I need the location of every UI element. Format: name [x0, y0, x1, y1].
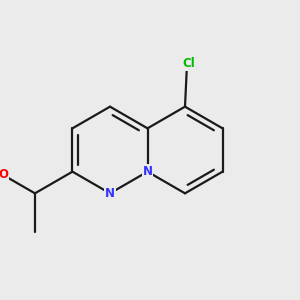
- Text: N: N: [142, 165, 152, 178]
- Text: O: O: [0, 168, 8, 182]
- Text: N: N: [105, 187, 115, 200]
- Text: Cl: Cl: [182, 57, 195, 70]
